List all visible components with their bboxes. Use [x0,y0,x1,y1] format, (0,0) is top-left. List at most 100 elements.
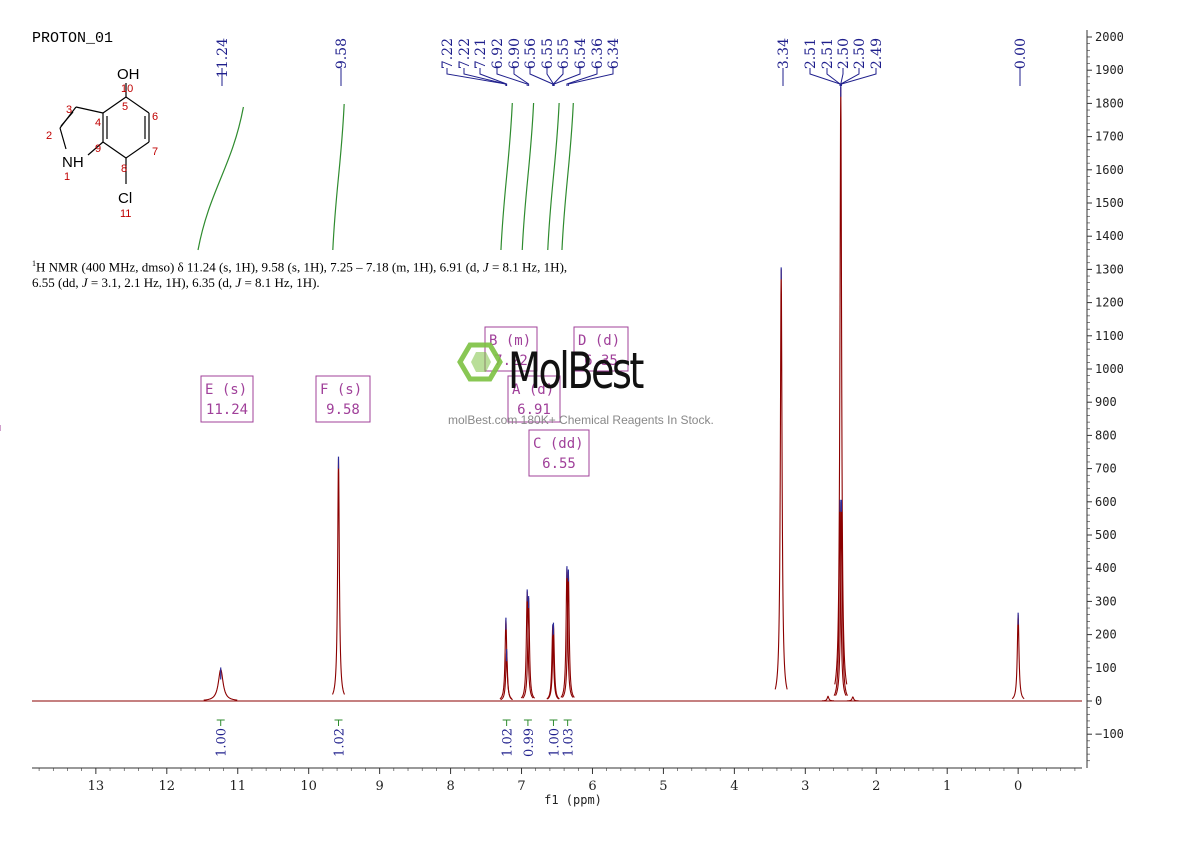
y-tick-label: 1800 [1095,96,1124,110]
bond-8-9 [102,141,127,159]
integral-curve [561,102,574,251]
peak-labels: 11.24 9.58 7.22 7.22 7.21 6.92 6.90 6.56 6.55 6.5… [215,38,1029,86]
peak-shift-label: 6.90 [507,38,523,69]
peak-shift-label: 6.55 [556,38,572,69]
peak-shift-label: 7.21 [473,38,489,69]
peak-shift-label: 2.51 [803,38,819,69]
peak-connector [496,68,528,86]
summary-part-b: = 8.1 Hz, 1H), 6.55 (dd, [32,259,568,291]
multiplet-box [573,326,629,372]
y-tick-label: 200 [1095,628,1117,642]
x-tick-label: 12 [159,779,176,794]
y-tick-label: 800 [1095,428,1117,442]
x-tick-label: 8 [446,779,454,794]
summary-sup: 1 [32,259,36,268]
multiplet-box [528,429,590,477]
x-tick-label: 2 [872,779,880,794]
multiplet-label: A (d) [512,382,554,398]
molecule-labels: OH 10 5 3 4 6 2 9 7 NH 8 1 Cl 11 [46,66,158,220]
peak-shift-label: 0.00 [1013,38,1029,69]
multiplet-label: F (s) [320,382,362,398]
peak-shift-label: 2.49 [869,38,885,69]
peak-shift-label: 6.34 [606,38,622,69]
y-tick-label: 1400 [1095,229,1124,243]
integral-value: 1.02 [332,728,347,757]
multiplet-label: D (d) [578,333,620,349]
spectrum-peak [846,696,859,702]
y-tick-label: 400 [1095,561,1117,575]
integral-curve [521,102,535,251]
atom-index-7: 7 [152,146,158,158]
bond-4-3 [75,106,104,114]
multiplet-shift: 9.58 [326,402,360,418]
x-axis-label: f1 (ppm) [544,793,602,807]
summary-part-a: H NMR (400 MHz, dmso) δ 11.24 (s, 1H), 9… [36,259,483,275]
y-axis: 2000190018001700160015001400130012001100… [1086,30,1124,768]
summary-part-d: = 8.1 Hz, 1H). [241,275,320,291]
y-tick-label: 1700 [1095,130,1124,144]
peak-connector [529,68,554,86]
peak-connector [552,68,564,86]
atom-index-8: 8 [121,163,127,175]
x-tick-label: 6 [588,779,596,794]
atom-index-4: 4 [95,117,101,129]
x-tick-label: 4 [730,779,738,794]
spectrum [32,84,1082,702]
peak-shift-label: 6.54 [573,38,589,69]
molbest-logo-icon [457,342,503,382]
y-tick-label: 1600 [1095,163,1124,177]
atom-index-3: 3 [66,104,72,116]
peak-shift-label: 11.24 [215,38,231,78]
x-tick-label: 0 [1014,779,1022,794]
summary-part-c: = 3.1, 2.1 Hz, 1H), 6.35 (d, [87,275,236,291]
peak-connector [553,68,581,86]
multiplet-shift: 6.91 [517,402,551,418]
peak-shift-label: 9.58 [334,38,350,69]
integral-values: 1.00 1.02 1.02 0.99 1.00 1.03 [215,719,577,757]
atom-index-11: 11 [120,208,131,220]
y-tick-label: 900 [1095,395,1117,409]
y-tick-label: 2000 [1095,30,1124,44]
integral-curve [547,102,560,251]
bond-7-8 [125,141,150,159]
peak-connector [513,68,530,86]
x-tick-label: 1 [943,779,951,794]
y-tick-label: 600 [1095,495,1117,509]
bond-2-1 [59,127,67,150]
x-tick-label: 7 [517,779,525,794]
peak-connector [826,68,841,86]
atom-index-10: 10 [121,83,133,95]
x-tick-label: 13 [88,779,105,794]
integral-curve [500,102,513,251]
multiplet-label: C (dd) [533,436,584,452]
peak-connector [809,68,841,86]
y-tick-label: 1100 [1095,329,1124,343]
x-tick-label: 11 [229,779,246,794]
integral-value: 1.02 [501,728,516,757]
atom-index-5: 5 [122,101,128,113]
x-tick-label: 10 [300,779,317,794]
atom-oh: OH [117,66,140,83]
multiplet-label: E (s) [205,382,247,398]
y-tick-label: 100 [1095,661,1117,675]
peak-shift-label: 3.34 [776,38,792,69]
watermark-tagline: molBest.com 180K+ Chemical Reagents In S… [448,413,714,427]
peak-shift-label: 7.22 [440,38,456,69]
multiplet-box [315,375,371,423]
atom-cl: Cl [118,190,132,207]
y-tick-label: −100 [1095,727,1124,741]
nmr-summary: 1H NMR (400 MHz, dmso) δ 11.24 (s, 1H), … [32,256,592,291]
peak-connector [479,68,508,86]
y-tick-label: 1900 [1095,63,1124,77]
atom-index-1: 1 [64,171,70,183]
peak-shift-label: 6.36 [590,38,606,69]
y-tick-label: 700 [1095,462,1117,476]
spectrum-peak [774,269,788,690]
multiplet-label: B (m) [489,333,531,349]
peak-shift-label: 2.51 [820,38,836,69]
y-tick-label: 0 [1095,694,1102,708]
bond-5-4 [102,96,127,114]
integral-value: 1.00 [547,728,562,757]
bond-5-6 [125,96,150,114]
